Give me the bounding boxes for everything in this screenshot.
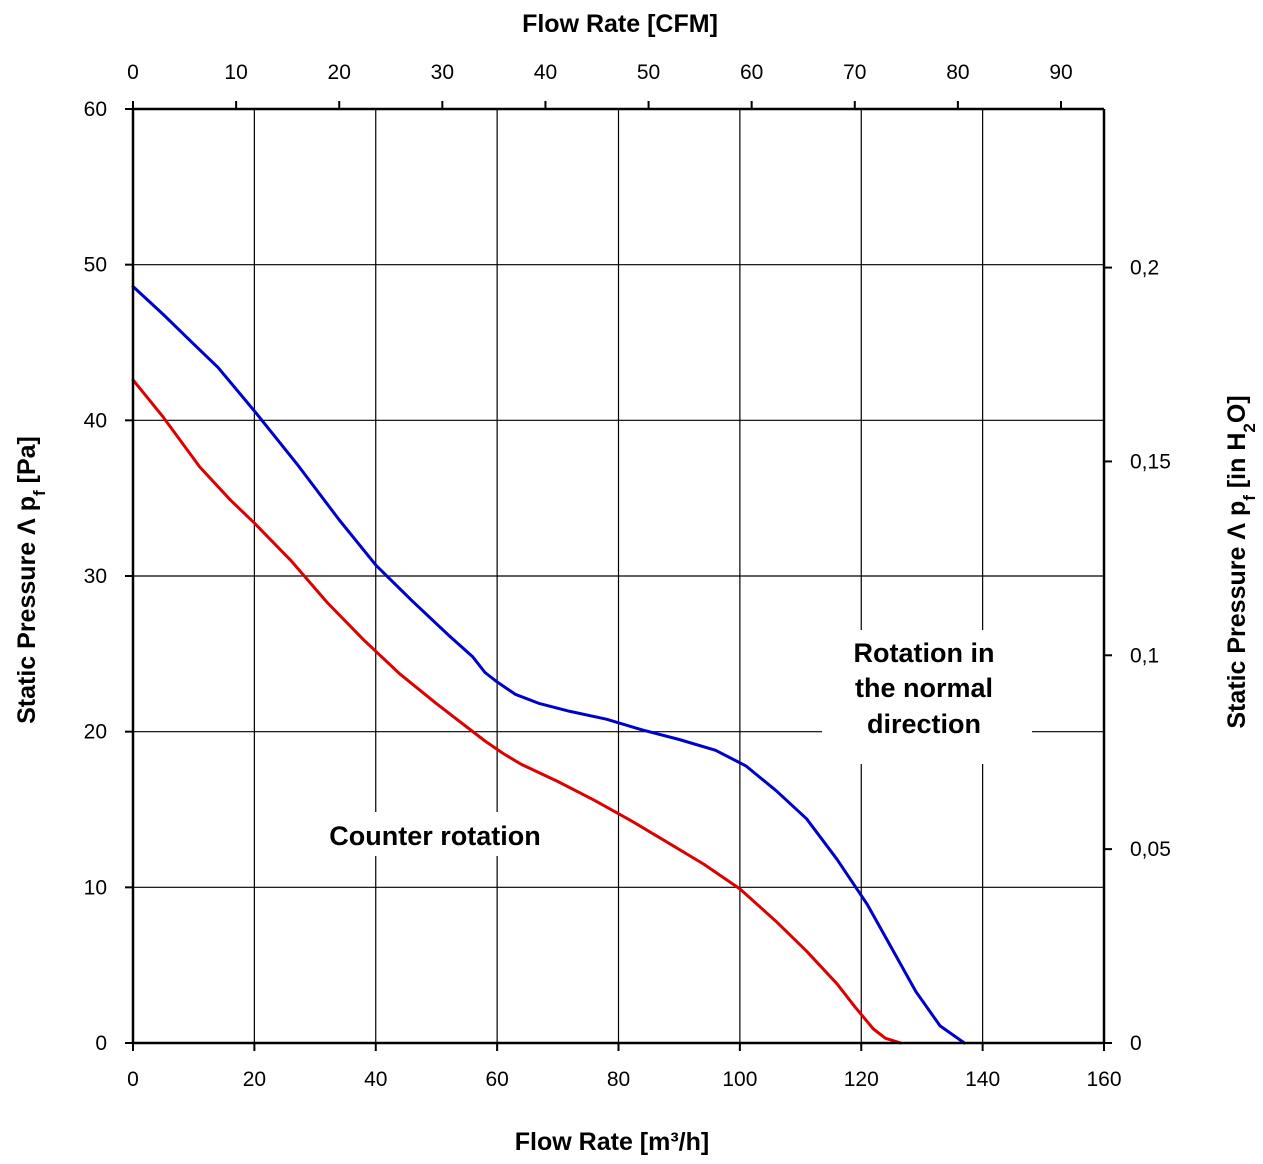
y-right-tick-label: 0 [1130,1032,1142,1055]
annotation-normal-line-1: Rotation in [854,638,995,668]
annotation-layer: Rotation in the normal direction Counter… [300,630,1032,856]
y-right-tick-label: 0,05 [1130,838,1171,861]
y-left-tick-label: 10 [84,876,107,899]
x-top-tick-label: 10 [224,61,247,84]
series-line-0 [131,285,966,1045]
y-right-tick-label: 0,1 [1130,644,1159,667]
x-bottom-tick-label: 100 [722,1068,757,1091]
series-line-1 [131,378,903,1045]
annotation-normal-line-2: the normal [855,673,993,703]
grid-layer [133,109,1104,1043]
x-bottom-tick-label: 40 [364,1068,387,1091]
x-bottom-tick-label: 160 [1086,1068,1121,1091]
x-top-tick-label: 70 [843,61,866,84]
x-top-tick-label: 30 [431,61,454,84]
y-right-tick-label: 0,2 [1130,257,1159,280]
x-top-tick-label: 20 [328,61,351,84]
y-left-tick-label: 50 [84,254,107,277]
y-left-tick-label: 30 [84,565,107,588]
annotation-background-counter [300,812,570,856]
y-axis-right-title: Static Pressure Λ pf [in H2O] [1223,395,1259,728]
curve-layer [131,285,966,1045]
x-bottom-tick-label: 140 [965,1068,1000,1091]
y-left-tick-label: 0 [95,1032,107,1055]
x-top-tick-label: 50 [637,61,660,84]
x-bottom-tick-label: 80 [607,1068,630,1091]
y-left-tick-label: 40 [84,409,107,432]
x-bottom-tick-label: 120 [844,1068,879,1091]
y-right-tick-label: 0,15 [1130,450,1171,473]
annotation-counter-rotation: Counter rotation [329,821,540,851]
y-left-tick-label: 60 [84,98,107,121]
x-top-tick-label: 40 [534,61,557,84]
x-axis-bottom-title: Flow Rate [m³/h] [515,1128,709,1156]
x-top-tick-label: 0 [127,61,139,84]
x-axis-top-title: Flow Rate [CFM] [522,10,718,38]
x-bottom-tick-label: 60 [485,1068,508,1091]
x-bottom-tick-label: 20 [243,1068,266,1091]
x-top-tick-label: 60 [740,61,763,84]
x-top-tick-label: 90 [1049,61,1072,84]
annotation-background-normal [822,630,1032,764]
x-bottom-tick-label: 0 [127,1068,139,1091]
x-top-tick-label: 80 [946,61,969,84]
y-axis-left-title: Static Pressure Λ pf [Pa] [13,436,49,724]
annotation-normal-line-3: direction [867,709,981,739]
y-left-tick-label: 20 [84,721,107,744]
